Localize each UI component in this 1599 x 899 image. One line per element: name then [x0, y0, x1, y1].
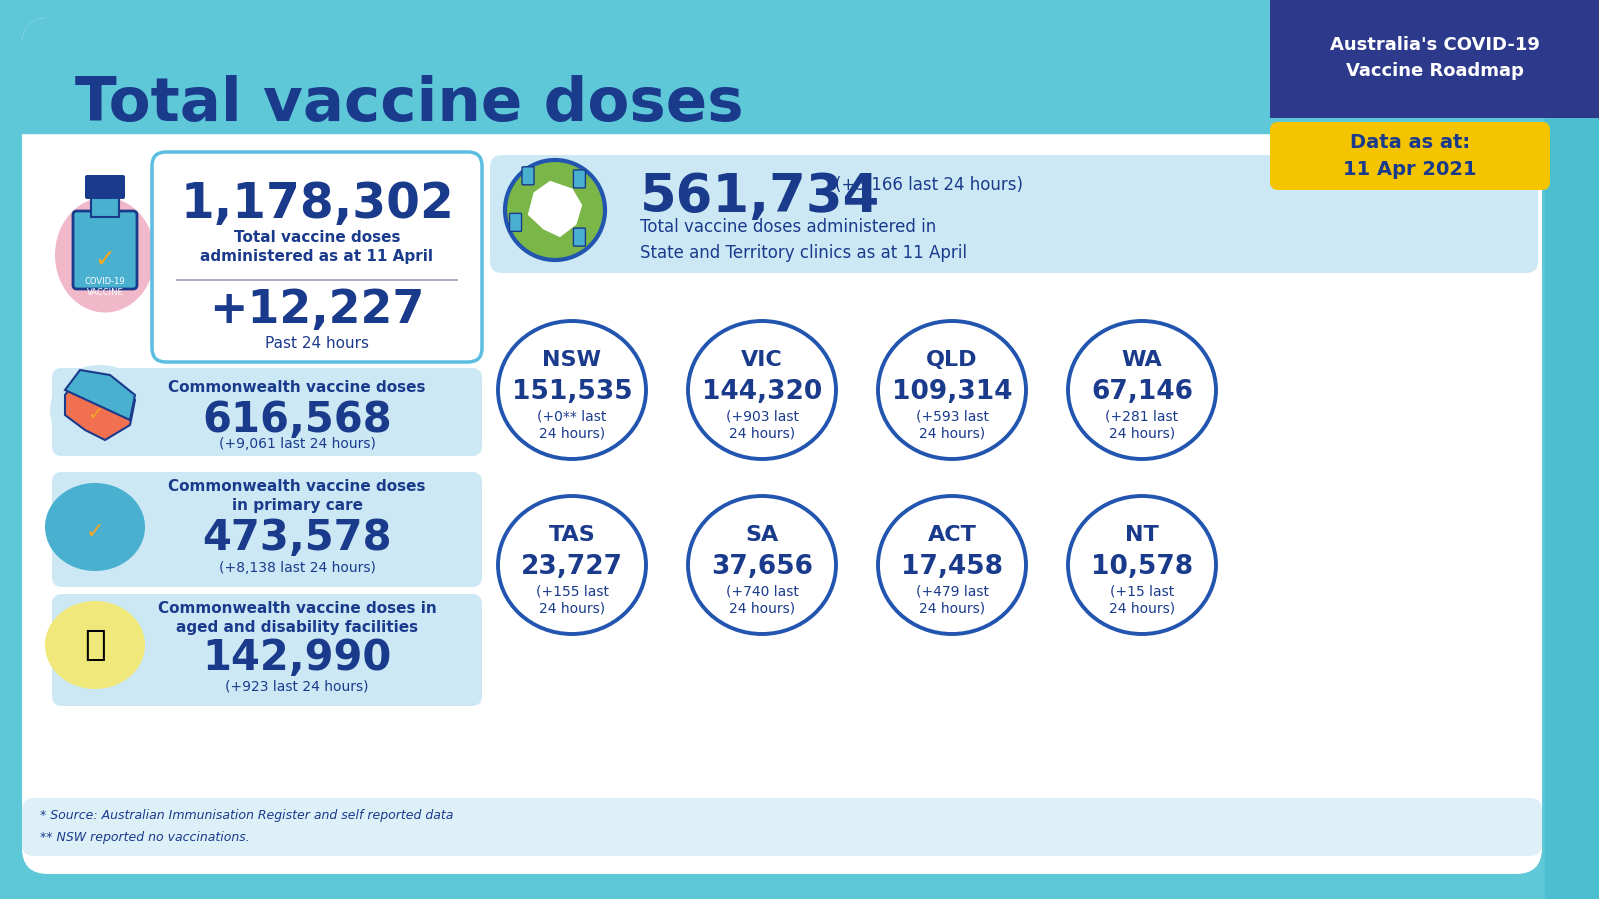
Text: NSW: NSW [542, 350, 601, 370]
Text: TAS: TAS [548, 525, 595, 545]
Ellipse shape [54, 198, 155, 313]
Text: 616,568: 616,568 [201, 399, 392, 441]
FancyBboxPatch shape [152, 152, 481, 362]
Text: (+479 last
24 hours): (+479 last 24 hours) [916, 584, 988, 616]
Text: * Source: Australian Immunisation Register and self reported data: * Source: Australian Immunisation Regist… [40, 809, 454, 823]
Polygon shape [66, 375, 134, 440]
Text: (+593 last
24 hours): (+593 last 24 hours) [916, 409, 988, 441]
Text: ** NSW reported no vaccinations.: ** NSW reported no vaccinations. [40, 832, 249, 844]
FancyBboxPatch shape [22, 18, 1541, 133]
Text: (+903 last
24 hours): (+903 last 24 hours) [726, 409, 798, 441]
Text: Australia's COVID-19
Vaccine Roadmap: Australia's COVID-19 Vaccine Roadmap [1329, 37, 1540, 79]
Text: NT: NT [1126, 525, 1159, 545]
FancyBboxPatch shape [85, 175, 125, 199]
Text: (+3,166 last 24 hours): (+3,166 last 24 hours) [835, 176, 1023, 194]
Text: 144,320: 144,320 [702, 379, 822, 405]
Text: Commonwealth vaccine doses: Commonwealth vaccine doses [168, 380, 425, 396]
Text: +12,227: +12,227 [209, 288, 425, 333]
Text: 10,578: 10,578 [1091, 554, 1193, 580]
Ellipse shape [50, 365, 150, 455]
FancyBboxPatch shape [1270, 0, 1599, 118]
Ellipse shape [505, 160, 604, 260]
Text: (+0** last
24 hours): (+0** last 24 hours) [537, 409, 606, 441]
Text: 561,734: 561,734 [640, 171, 881, 223]
Text: Total vaccine doses: Total vaccine doses [75, 76, 744, 135]
FancyBboxPatch shape [489, 155, 1538, 273]
Text: QLD: QLD [926, 350, 977, 370]
Text: ACT: ACT [927, 525, 977, 545]
Text: (+281 last
24 hours): (+281 last 24 hours) [1105, 409, 1178, 441]
FancyBboxPatch shape [1270, 122, 1549, 190]
Text: 151,535: 151,535 [512, 379, 632, 405]
Text: 1,178,302: 1,178,302 [181, 180, 454, 228]
Text: 109,314: 109,314 [892, 379, 1012, 405]
Text: 67,146: 67,146 [1091, 379, 1193, 405]
Text: Past 24 hours: Past 24 hours [265, 336, 369, 352]
Text: ✓: ✓ [86, 405, 104, 424]
Text: COVID-19
VACCINE: COVID-19 VACCINE [85, 277, 125, 297]
Bar [1545, 0, 1599, 899]
Text: 37,656: 37,656 [712, 554, 812, 580]
Ellipse shape [688, 496, 836, 634]
Text: ✓: ✓ [94, 248, 115, 272]
FancyBboxPatch shape [53, 368, 481, 456]
Text: 🧑: 🧑 [85, 628, 106, 662]
FancyBboxPatch shape [574, 170, 585, 188]
Ellipse shape [1068, 496, 1215, 634]
FancyBboxPatch shape [74, 211, 138, 289]
Text: Data as at:
11 Apr 2021: Data as at: 11 Apr 2021 [1343, 133, 1477, 179]
FancyBboxPatch shape [53, 472, 481, 587]
Text: (+155 last
24 hours): (+155 last 24 hours) [536, 584, 609, 616]
Text: (+8,138 last 24 hours): (+8,138 last 24 hours) [219, 561, 376, 575]
Ellipse shape [878, 321, 1027, 459]
Text: 23,727: 23,727 [521, 554, 624, 580]
Text: WA: WA [1121, 350, 1162, 370]
FancyBboxPatch shape [53, 594, 481, 706]
Text: 17,458: 17,458 [900, 554, 1003, 580]
FancyBboxPatch shape [521, 167, 534, 185]
Text: 142,990: 142,990 [203, 637, 392, 679]
Text: Commonwealth vaccine doses
in primary care: Commonwealth vaccine doses in primary ca… [168, 478, 425, 513]
Text: VIC: VIC [740, 350, 784, 370]
Polygon shape [66, 370, 134, 420]
Text: (+15 last
24 hours): (+15 last 24 hours) [1110, 584, 1175, 616]
Ellipse shape [1068, 321, 1215, 459]
FancyBboxPatch shape [574, 228, 585, 246]
Text: Total vaccine doses administered in
State and Territory clinics as at 11 April: Total vaccine doses administered in Stat… [640, 218, 967, 262]
Ellipse shape [878, 496, 1027, 634]
Text: Commonwealth vaccine doses in
aged and disability facilities: Commonwealth vaccine doses in aged and d… [158, 601, 437, 636]
Text: SA: SA [745, 525, 779, 545]
FancyBboxPatch shape [22, 798, 1541, 856]
Text: Total vaccine doses
administered as at 11 April: Total vaccine doses administered as at 1… [200, 229, 433, 264]
Ellipse shape [45, 483, 146, 571]
Text: ✓: ✓ [86, 522, 104, 542]
Polygon shape [528, 180, 584, 238]
Ellipse shape [688, 321, 836, 459]
Text: (+923 last 24 hours): (+923 last 24 hours) [225, 679, 369, 693]
FancyBboxPatch shape [22, 18, 1541, 874]
Text: (+740 last
24 hours): (+740 last 24 hours) [726, 584, 798, 616]
Bar [22, 80, 1541, 133]
FancyBboxPatch shape [510, 213, 521, 231]
Bar [91, 195, 118, 217]
Text: 473,578: 473,578 [201, 517, 392, 559]
Ellipse shape [497, 321, 646, 459]
Text: (+9,061 last 24 hours): (+9,061 last 24 hours) [219, 437, 376, 451]
Ellipse shape [45, 601, 146, 689]
Ellipse shape [497, 496, 646, 634]
